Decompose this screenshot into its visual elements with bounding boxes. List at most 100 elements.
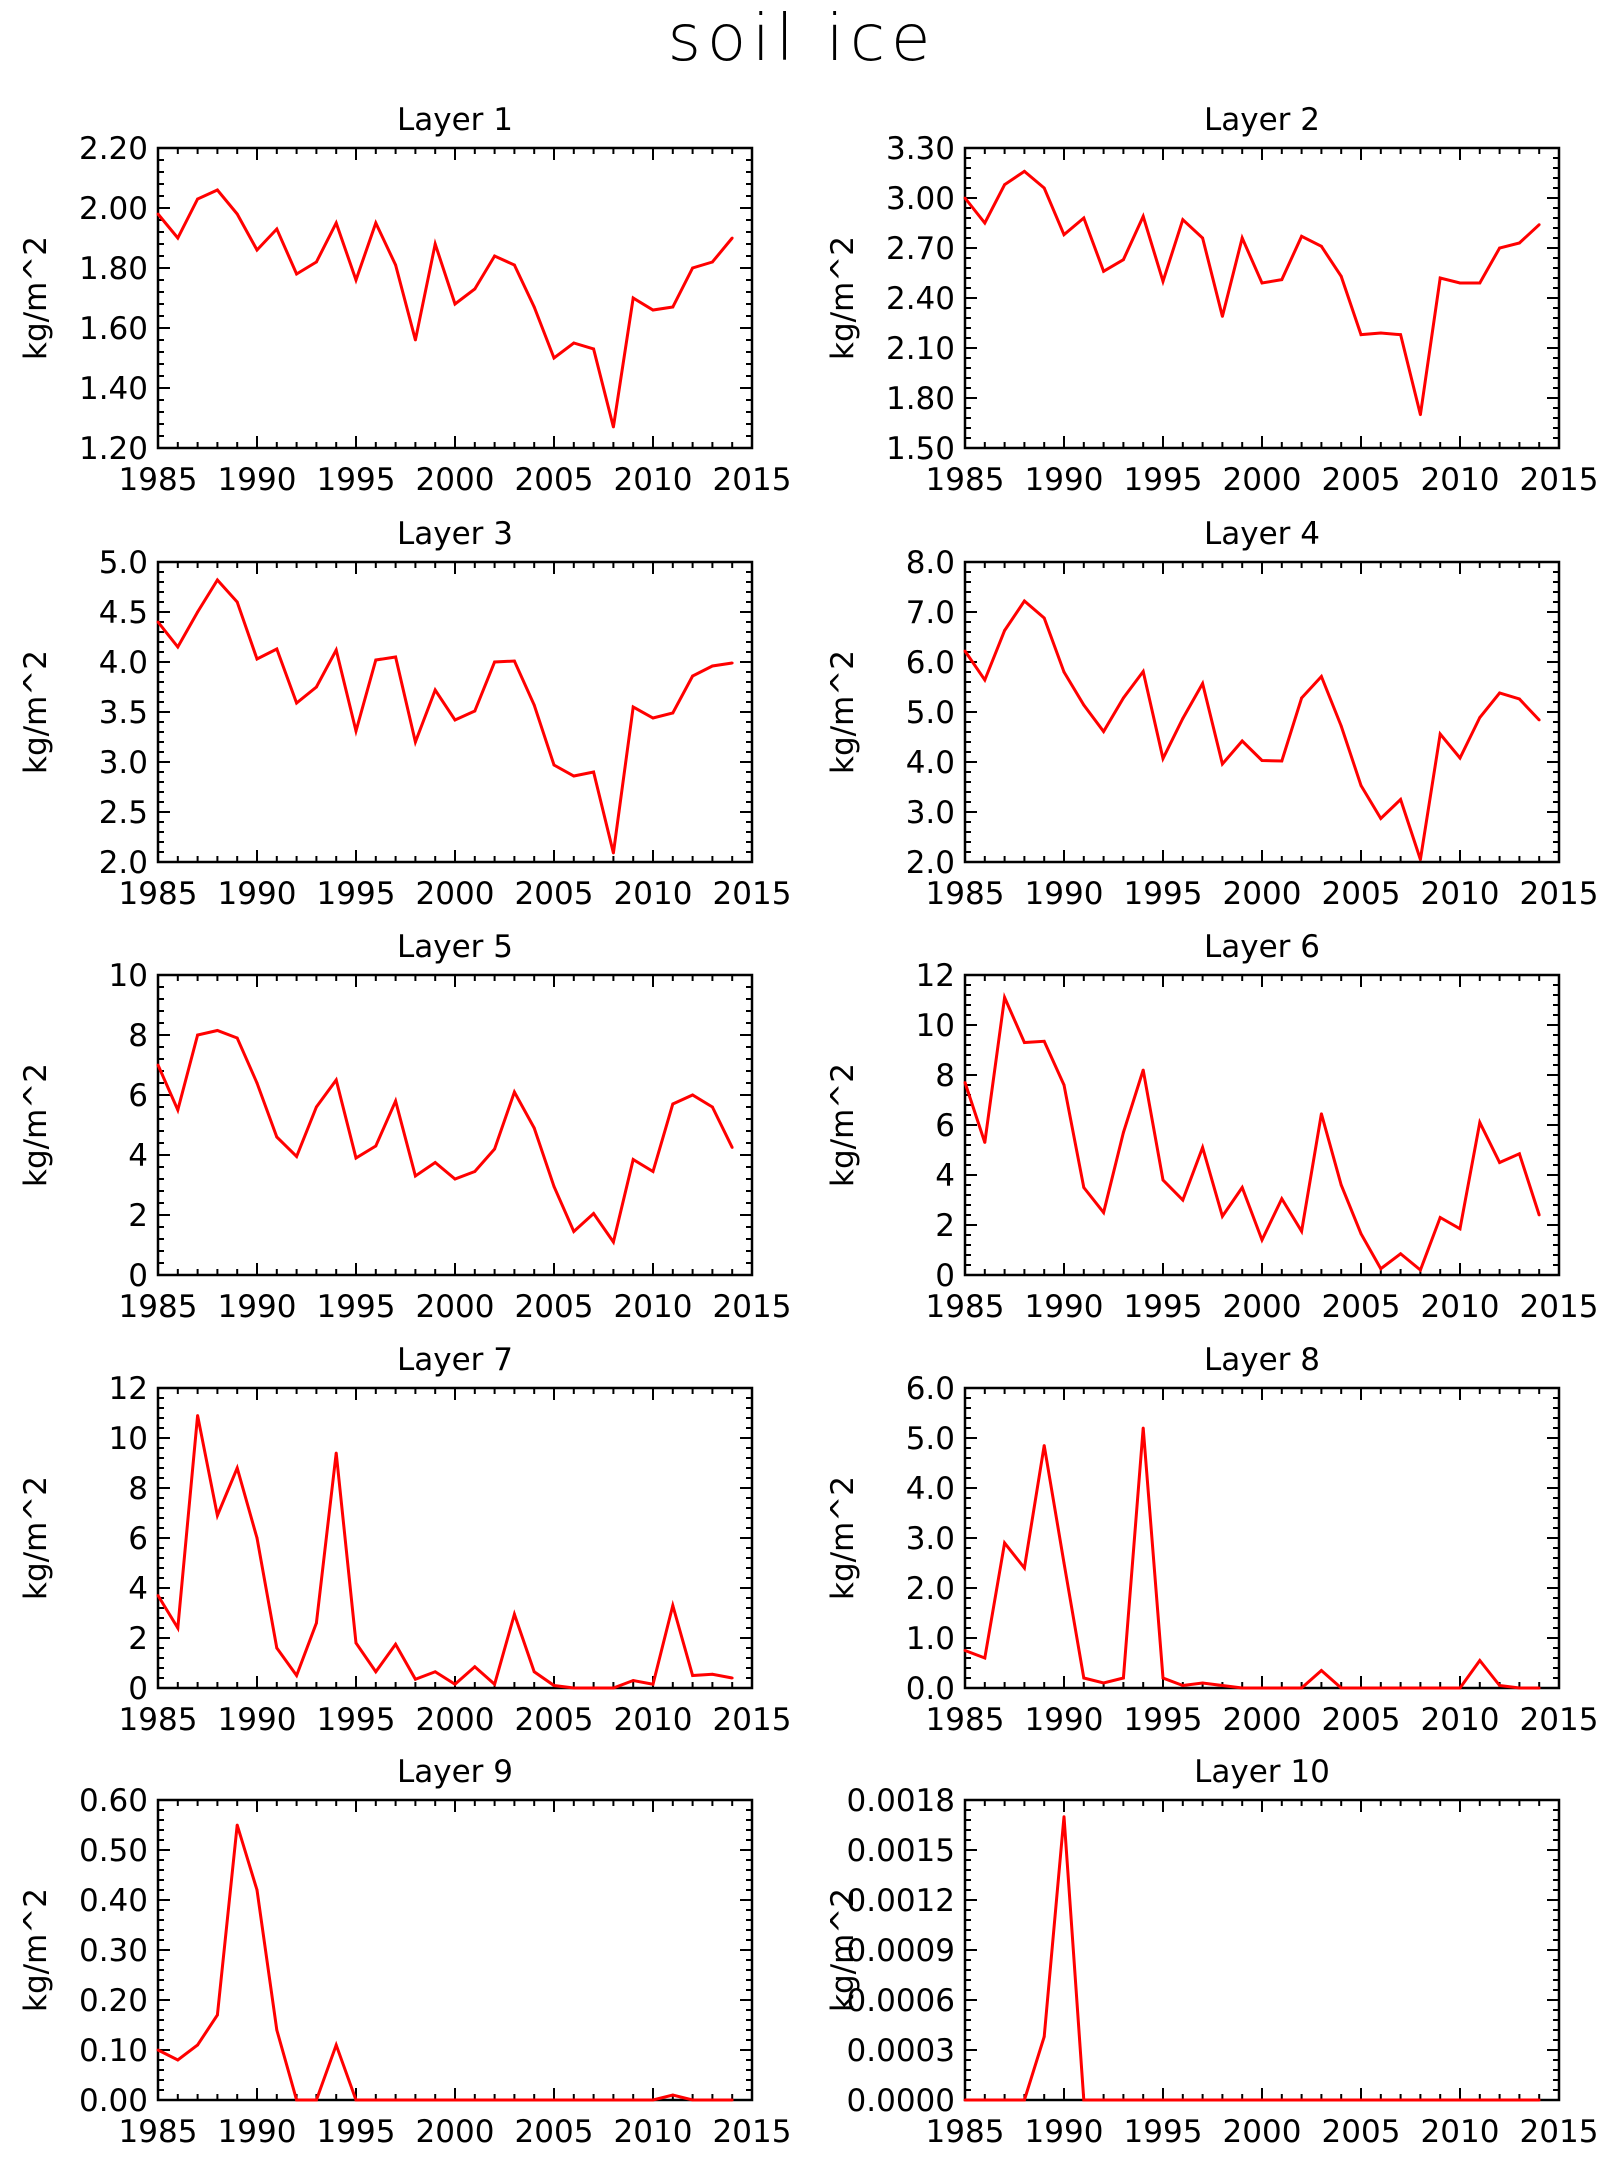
data-point [1478,716,1482,719]
series-line [156,1415,733,1690]
data-point [651,308,655,312]
data-point [1181,1684,1185,1687]
x-tick-label: 2010 [1421,462,1500,498]
data-point [275,1646,279,1650]
y-tick-label: 2.20 [79,131,148,167]
y-tick-label: 4.0 [906,745,955,781]
data-point [1399,798,1402,801]
data-point [196,610,200,614]
y-tick-label: 10 [109,1421,148,1457]
data-point [295,272,298,276]
y-tick-label: 0 [128,1258,148,1294]
data-point [983,1656,987,1660]
data-point [1359,333,1363,337]
data-point [1478,1659,1482,1662]
data-point [572,774,576,778]
data-point [651,1170,655,1173]
data-point [1062,1815,1066,1819]
data-point [1359,784,1363,787]
y-tick-label: 1.20 [79,431,148,467]
data-point [592,1212,595,1215]
y-tick-label: 4 [935,1158,955,1194]
x-tick-label: 1985 [119,1289,198,1325]
x-tick-label: 1990 [218,462,297,498]
data-point [414,338,417,342]
data-point [334,1078,338,1082]
data-point [1221,1214,1224,1218]
y-tick-label: 3.0 [906,1521,955,1557]
y-axis-label: kg/m^2 [825,1476,861,1600]
data-point [1122,258,1125,262]
plot-frame [963,973,1561,1277]
series-line [963,598,1541,860]
y-tick-label: 4 [128,1571,148,1607]
data-point [433,242,437,246]
chart-panel-layer-8: Layer 8 kg/m^2 1985 1990 1995 2000 2005 2010 201… [825,1342,1598,1738]
y-tick-label: 1.0 [906,1621,955,1657]
data-point [216,1029,219,1032]
y-tick-label: 0.0003 [847,2033,955,2069]
y-tick-label: 4.0 [99,645,148,681]
data-point [1221,2098,1224,2102]
data-point [730,1146,734,1149]
x-tick-label: 1995 [317,1289,396,1325]
data-point [963,2098,967,2102]
chart-panel-layer-3: Layer 3 kg/m^2 1985 1990 1995 2000 2005 2010 201… [18,516,791,912]
data-point [1181,218,1185,222]
data-point [691,1093,694,1097]
data-point [1082,2098,1086,2102]
data-point [1537,1213,1541,1217]
data-point [1102,1211,1105,1214]
data-point [963,1081,967,1084]
data-point [156,1063,160,1067]
data-point [532,703,536,707]
chart-panel-layer-9: Layer 9 kg/m^2 1985 1990 1995 2000 2005 2010 201… [18,1754,791,2150]
y-tick-label: 0.00 [79,2083,148,2119]
y-tick-label: 0.0015 [847,1833,955,1869]
y-tick-label: 2 [128,1621,148,1657]
data-point [1260,1686,1264,1690]
panel-title: Layer 2 [1204,102,1320,138]
data-point [1280,2098,1284,2102]
data-point [1003,2098,1006,2102]
data-point [1102,730,1105,733]
x-tick-label: 1985 [119,1702,198,1738]
y-tick-label: 4 [128,1138,148,1174]
data-point [612,1240,615,1244]
panel-title: Layer 5 [397,929,513,965]
x-tick-label: 2015 [1520,876,1599,912]
y-tick-label: 8 [128,1471,148,1507]
data-point [1339,2098,1343,2102]
data-point [1201,1146,1204,1149]
plot-frame [963,560,1561,864]
data-point [433,688,437,692]
panel-title: Layer 1 [397,102,513,138]
data-point [691,266,694,270]
data-point [1518,1686,1521,1690]
data-point [592,1686,595,1690]
data-point [414,2098,417,2102]
y-tick-label: 3.00 [886,181,955,217]
data-point [691,2098,694,2102]
x-tick-label: 2005 [515,1702,594,1738]
y-tick-label: 3.0 [99,745,148,781]
data-point [671,2093,675,2097]
data-point [493,254,496,258]
data-point [1141,1068,1145,1072]
data-point [235,1466,239,1470]
data-point [1003,183,1006,187]
figure-title: soil ice [667,2,937,76]
y-tick-label: 0.0000 [847,2083,955,2119]
data-point [315,260,318,264]
data-point [1240,2098,1244,2102]
data-point [1240,739,1244,743]
data-point [1379,817,1383,820]
panel-title: Layer 7 [397,1342,513,1378]
y-tick-label: 10 [916,1008,955,1044]
data-point [255,657,259,661]
data-point [532,1126,536,1130]
series-line [156,188,734,428]
data-point [315,685,318,689]
x-tick-label: 2010 [614,2114,693,2150]
data-point [1082,1186,1086,1189]
